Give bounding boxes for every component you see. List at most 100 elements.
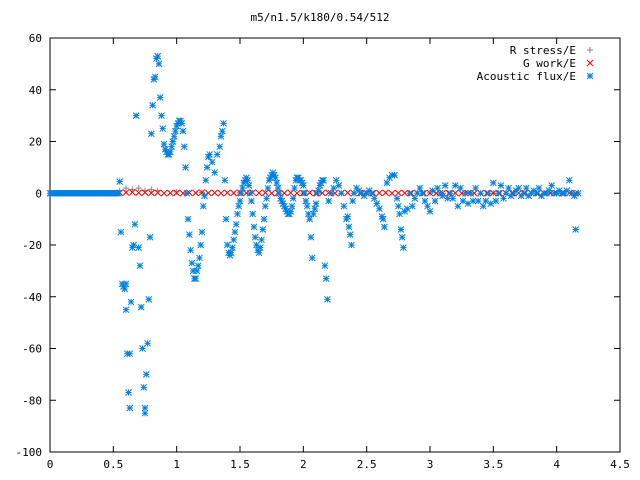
data-point xyxy=(251,233,259,241)
data-point xyxy=(260,215,268,223)
data-point xyxy=(348,241,355,249)
data-point xyxy=(381,223,388,231)
data-point xyxy=(287,189,295,197)
data-point xyxy=(140,383,148,391)
data-point xyxy=(449,195,457,202)
data-point xyxy=(255,189,263,197)
data-point xyxy=(135,185,142,192)
data-point xyxy=(217,132,225,140)
data-point xyxy=(116,178,124,185)
data-point xyxy=(289,195,297,202)
data-point xyxy=(394,189,402,197)
data-point xyxy=(145,295,153,303)
data-point xyxy=(115,189,122,197)
data-point xyxy=(193,267,201,275)
data-point xyxy=(222,215,230,223)
data-point xyxy=(231,228,239,236)
data-point xyxy=(467,189,474,197)
data-point xyxy=(160,140,168,148)
data-point xyxy=(137,303,145,311)
data-point xyxy=(492,197,500,205)
data-point xyxy=(312,200,320,207)
data-point xyxy=(170,132,178,140)
data-point xyxy=(305,210,312,218)
data-point xyxy=(308,254,316,262)
data-point xyxy=(287,208,295,215)
data-point xyxy=(535,184,543,192)
x-tick-label: 2.5 xyxy=(357,458,377,471)
data-point xyxy=(311,205,319,213)
data-point xyxy=(394,202,402,210)
data-point xyxy=(154,189,162,197)
data-point xyxy=(258,236,265,244)
data-point xyxy=(522,184,530,192)
x-tick-label: 1.5 xyxy=(230,458,250,471)
data-point xyxy=(261,189,269,197)
data-point xyxy=(125,389,132,396)
data-point xyxy=(431,197,439,205)
data-point xyxy=(185,189,193,197)
data-point xyxy=(172,127,179,135)
data-point xyxy=(411,195,419,202)
data-point xyxy=(426,208,434,215)
data-point xyxy=(197,241,205,249)
data-point xyxy=(217,189,225,197)
data-point xyxy=(168,143,175,151)
data-point xyxy=(117,228,125,236)
data-point xyxy=(122,280,130,288)
data-point xyxy=(180,143,188,151)
data-point xyxy=(220,120,227,127)
data-point xyxy=(218,127,226,135)
data-point xyxy=(477,189,485,197)
legend-label: G work/E xyxy=(523,57,576,70)
data-point xyxy=(166,189,174,197)
data-point xyxy=(139,345,146,352)
data-point xyxy=(202,176,210,184)
data-point xyxy=(515,184,523,192)
data-point xyxy=(398,233,406,241)
data-point xyxy=(253,241,260,249)
data-point xyxy=(141,189,149,196)
data-point xyxy=(121,285,129,293)
y-tick-label: -60 xyxy=(22,343,42,356)
data-point xyxy=(400,244,407,251)
data-point xyxy=(147,130,155,138)
y-tick-label: -100 xyxy=(16,446,43,459)
data-point xyxy=(131,220,139,228)
data-point xyxy=(324,295,331,303)
chart-title: m5/n1.5/k180/0.54/512 xyxy=(250,11,389,24)
data-marks xyxy=(46,52,582,417)
data-point xyxy=(150,76,158,83)
x-tick-label: 3 xyxy=(427,458,434,471)
data-point xyxy=(135,189,143,197)
data-point xyxy=(227,249,235,257)
data-point xyxy=(203,164,211,171)
data-point xyxy=(196,254,203,262)
data-point xyxy=(245,182,253,189)
data-point xyxy=(397,226,405,233)
data-point xyxy=(497,182,505,189)
data-point xyxy=(237,189,245,197)
data-point xyxy=(419,189,426,197)
data-point xyxy=(370,195,378,202)
data-point xyxy=(239,184,246,192)
x-tick-label: 1 xyxy=(173,458,180,471)
legend-swatch xyxy=(586,59,594,67)
data-point xyxy=(185,231,193,239)
data-point xyxy=(325,197,333,205)
data-point xyxy=(248,197,255,205)
legend-swatch xyxy=(586,72,594,80)
data-point xyxy=(250,223,258,231)
legend-label: Acoustic flux/E xyxy=(477,70,576,83)
data-point xyxy=(441,182,449,189)
data-point xyxy=(201,192,208,200)
y-tick-label: 0 xyxy=(35,187,42,200)
data-point xyxy=(188,259,196,267)
data-point xyxy=(454,202,462,210)
data-point xyxy=(144,339,151,347)
data-point xyxy=(129,186,136,193)
data-point xyxy=(183,189,191,197)
data-point xyxy=(574,189,582,197)
data-point xyxy=(264,184,272,192)
